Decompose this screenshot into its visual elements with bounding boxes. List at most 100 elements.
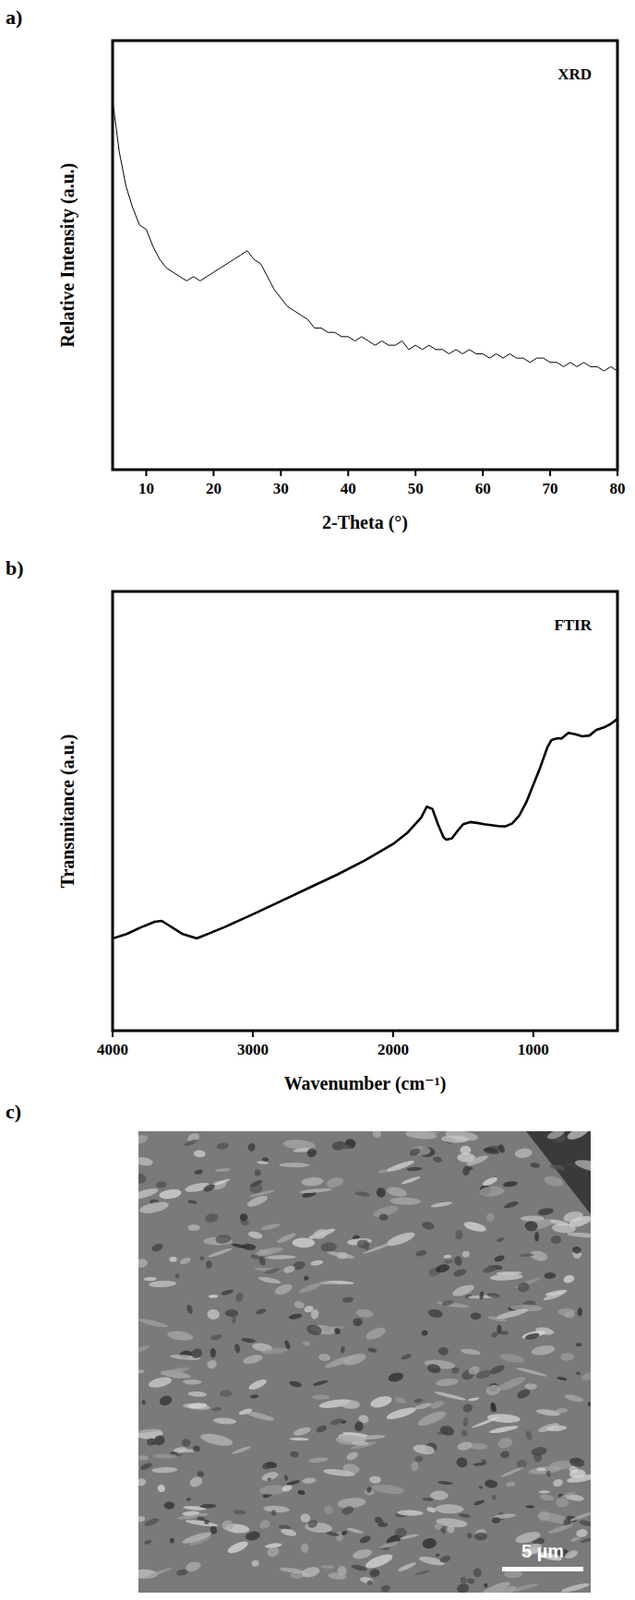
sem-grain	[138, 1134, 149, 1146]
sem-grain	[292, 1237, 316, 1248]
sem-grain	[256, 1161, 269, 1165]
sem-grain	[234, 1343, 241, 1354]
sem-grain	[465, 1153, 490, 1168]
sem-grain	[412, 1443, 436, 1456]
x-tick-label: 30	[273, 479, 289, 498]
sem-grain	[441, 1135, 469, 1144]
sem-grain	[516, 1281, 531, 1294]
sem-grain	[421, 1537, 438, 1550]
x-tick	[392, 1030, 395, 1038]
sem-grain	[158, 1187, 183, 1200]
sem-grain	[384, 1405, 417, 1423]
sem-grain	[488, 1425, 519, 1436]
sem-grain	[180, 1530, 213, 1546]
sem-grain	[345, 1450, 360, 1462]
x-tick	[144, 469, 147, 477]
sem-grain	[443, 1259, 454, 1265]
sem-grain	[323, 1468, 356, 1479]
panel-label: b)	[5, 556, 24, 580]
sem-grain	[527, 1464, 562, 1476]
sem-grain	[153, 1453, 179, 1460]
sem-grain	[453, 1256, 463, 1268]
sem-grain	[138, 1515, 146, 1522]
sem-grain	[215, 1234, 232, 1245]
sem-grain	[385, 1186, 408, 1199]
x-tick	[251, 1030, 254, 1038]
sem-grain	[138, 1455, 149, 1462]
sem-grain	[439, 1425, 456, 1438]
sem-grain	[215, 1178, 231, 1187]
sem-grain	[183, 1138, 199, 1149]
sem-grain	[426, 1506, 437, 1513]
sem-grain	[472, 1568, 482, 1578]
sem-grain	[247, 1142, 256, 1152]
sem-grain	[257, 1275, 281, 1285]
sem-grain	[410, 1461, 420, 1472]
sem-grain	[221, 1520, 235, 1532]
sem-grain	[369, 1475, 382, 1485]
sem-grain	[184, 1560, 204, 1575]
sem-grain	[408, 1147, 422, 1158]
sem-grain	[143, 1567, 173, 1581]
sem-grain	[278, 1162, 310, 1168]
sem-grain	[287, 1313, 303, 1321]
sem-grain	[478, 1485, 483, 1490]
x-axis-title: 2-Theta (°)	[322, 512, 408, 534]
sem-grain	[160, 1365, 191, 1377]
sem-grain	[219, 1389, 232, 1398]
sem-grain	[340, 1505, 356, 1518]
sem-grain	[258, 1519, 272, 1532]
sem-panel: c)5 µm	[5, 1100, 608, 1600]
sem-grain	[551, 1478, 564, 1488]
sem-grain	[148, 1280, 177, 1288]
x-tick-label: 20	[205, 479, 222, 498]
sem-grain	[406, 1166, 422, 1172]
sem-grain	[515, 1366, 549, 1378]
sem-grain	[515, 1388, 532, 1402]
sem-grain	[575, 1371, 581, 1376]
sem-grain	[188, 1475, 204, 1490]
sem-grain	[371, 1483, 406, 1497]
sem-grain	[182, 1379, 203, 1386]
sem-grain	[549, 1163, 565, 1172]
sem-grain	[545, 1470, 552, 1478]
sem-grain	[534, 1232, 540, 1242]
sem-grain	[479, 1186, 504, 1198]
sem-grain	[434, 1504, 464, 1514]
sem-grain	[249, 1179, 264, 1189]
sem-grain	[568, 1469, 586, 1480]
sem-grain	[435, 1377, 459, 1388]
sem-grain	[560, 1490, 577, 1500]
sem-grain	[279, 1527, 298, 1538]
data-line	[112, 100, 618, 372]
sem-grain	[338, 1399, 360, 1410]
panel-label: c)	[5, 1100, 22, 1124]
sem-grain	[300, 1176, 324, 1187]
sem-grain	[155, 1484, 167, 1495]
sem-grain	[265, 1255, 297, 1260]
sem-grain	[143, 1539, 153, 1546]
sem-grain	[431, 1156, 443, 1164]
sem-grain	[500, 1450, 511, 1460]
sem-grain	[334, 1328, 342, 1336]
sem-grain	[157, 1394, 173, 1408]
sem-grain	[185, 1304, 194, 1316]
plot-area	[112, 718, 618, 939]
sem-grain	[138, 1258, 148, 1270]
sem-grain	[327, 1571, 348, 1581]
sem-grain	[367, 1347, 378, 1354]
sem-grain	[481, 1265, 498, 1275]
x-tick-label: 70	[542, 479, 559, 498]
x-tick	[347, 469, 349, 477]
sem-grain	[434, 1263, 451, 1275]
sem-grain	[179, 1256, 192, 1266]
sem-grain	[474, 1532, 489, 1541]
x-tick-label: 2000	[377, 1041, 409, 1059]
sem-grain	[231, 1316, 238, 1325]
sem-grain	[288, 1379, 303, 1389]
x-tick-label: 40	[340, 479, 357, 498]
sem-grain	[250, 1394, 260, 1400]
sem-grain	[338, 1143, 352, 1151]
sem-grain	[319, 1353, 329, 1362]
sem-grain	[485, 1212, 496, 1224]
